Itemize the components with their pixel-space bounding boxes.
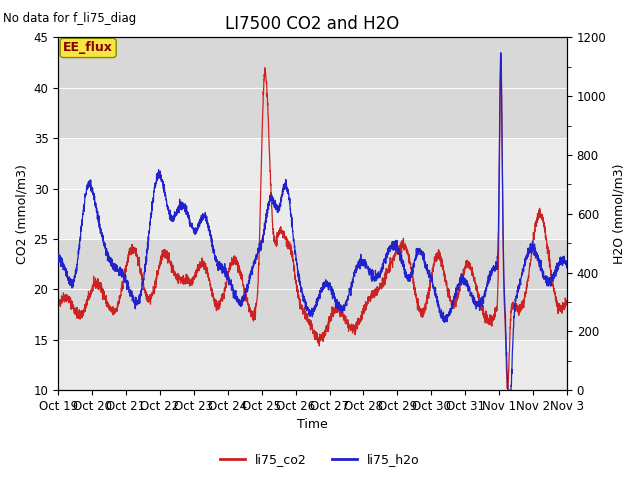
Bar	[58, 239, 567, 340]
Text: EE_flux: EE_flux	[63, 41, 113, 54]
Y-axis label: CO2 (mmol/m3): CO2 (mmol/m3)	[15, 164, 28, 264]
Bar	[58, 37, 567, 138]
Y-axis label: H2O (mmol/m3): H2O (mmol/m3)	[612, 164, 625, 264]
Legend: li75_co2, li75_h2o: li75_co2, li75_h2o	[215, 448, 425, 471]
Title: LI7500 CO2 and H2O: LI7500 CO2 and H2O	[225, 15, 400, 33]
Text: No data for f_li75_diag: No data for f_li75_diag	[3, 12, 136, 25]
X-axis label: Time: Time	[297, 419, 328, 432]
